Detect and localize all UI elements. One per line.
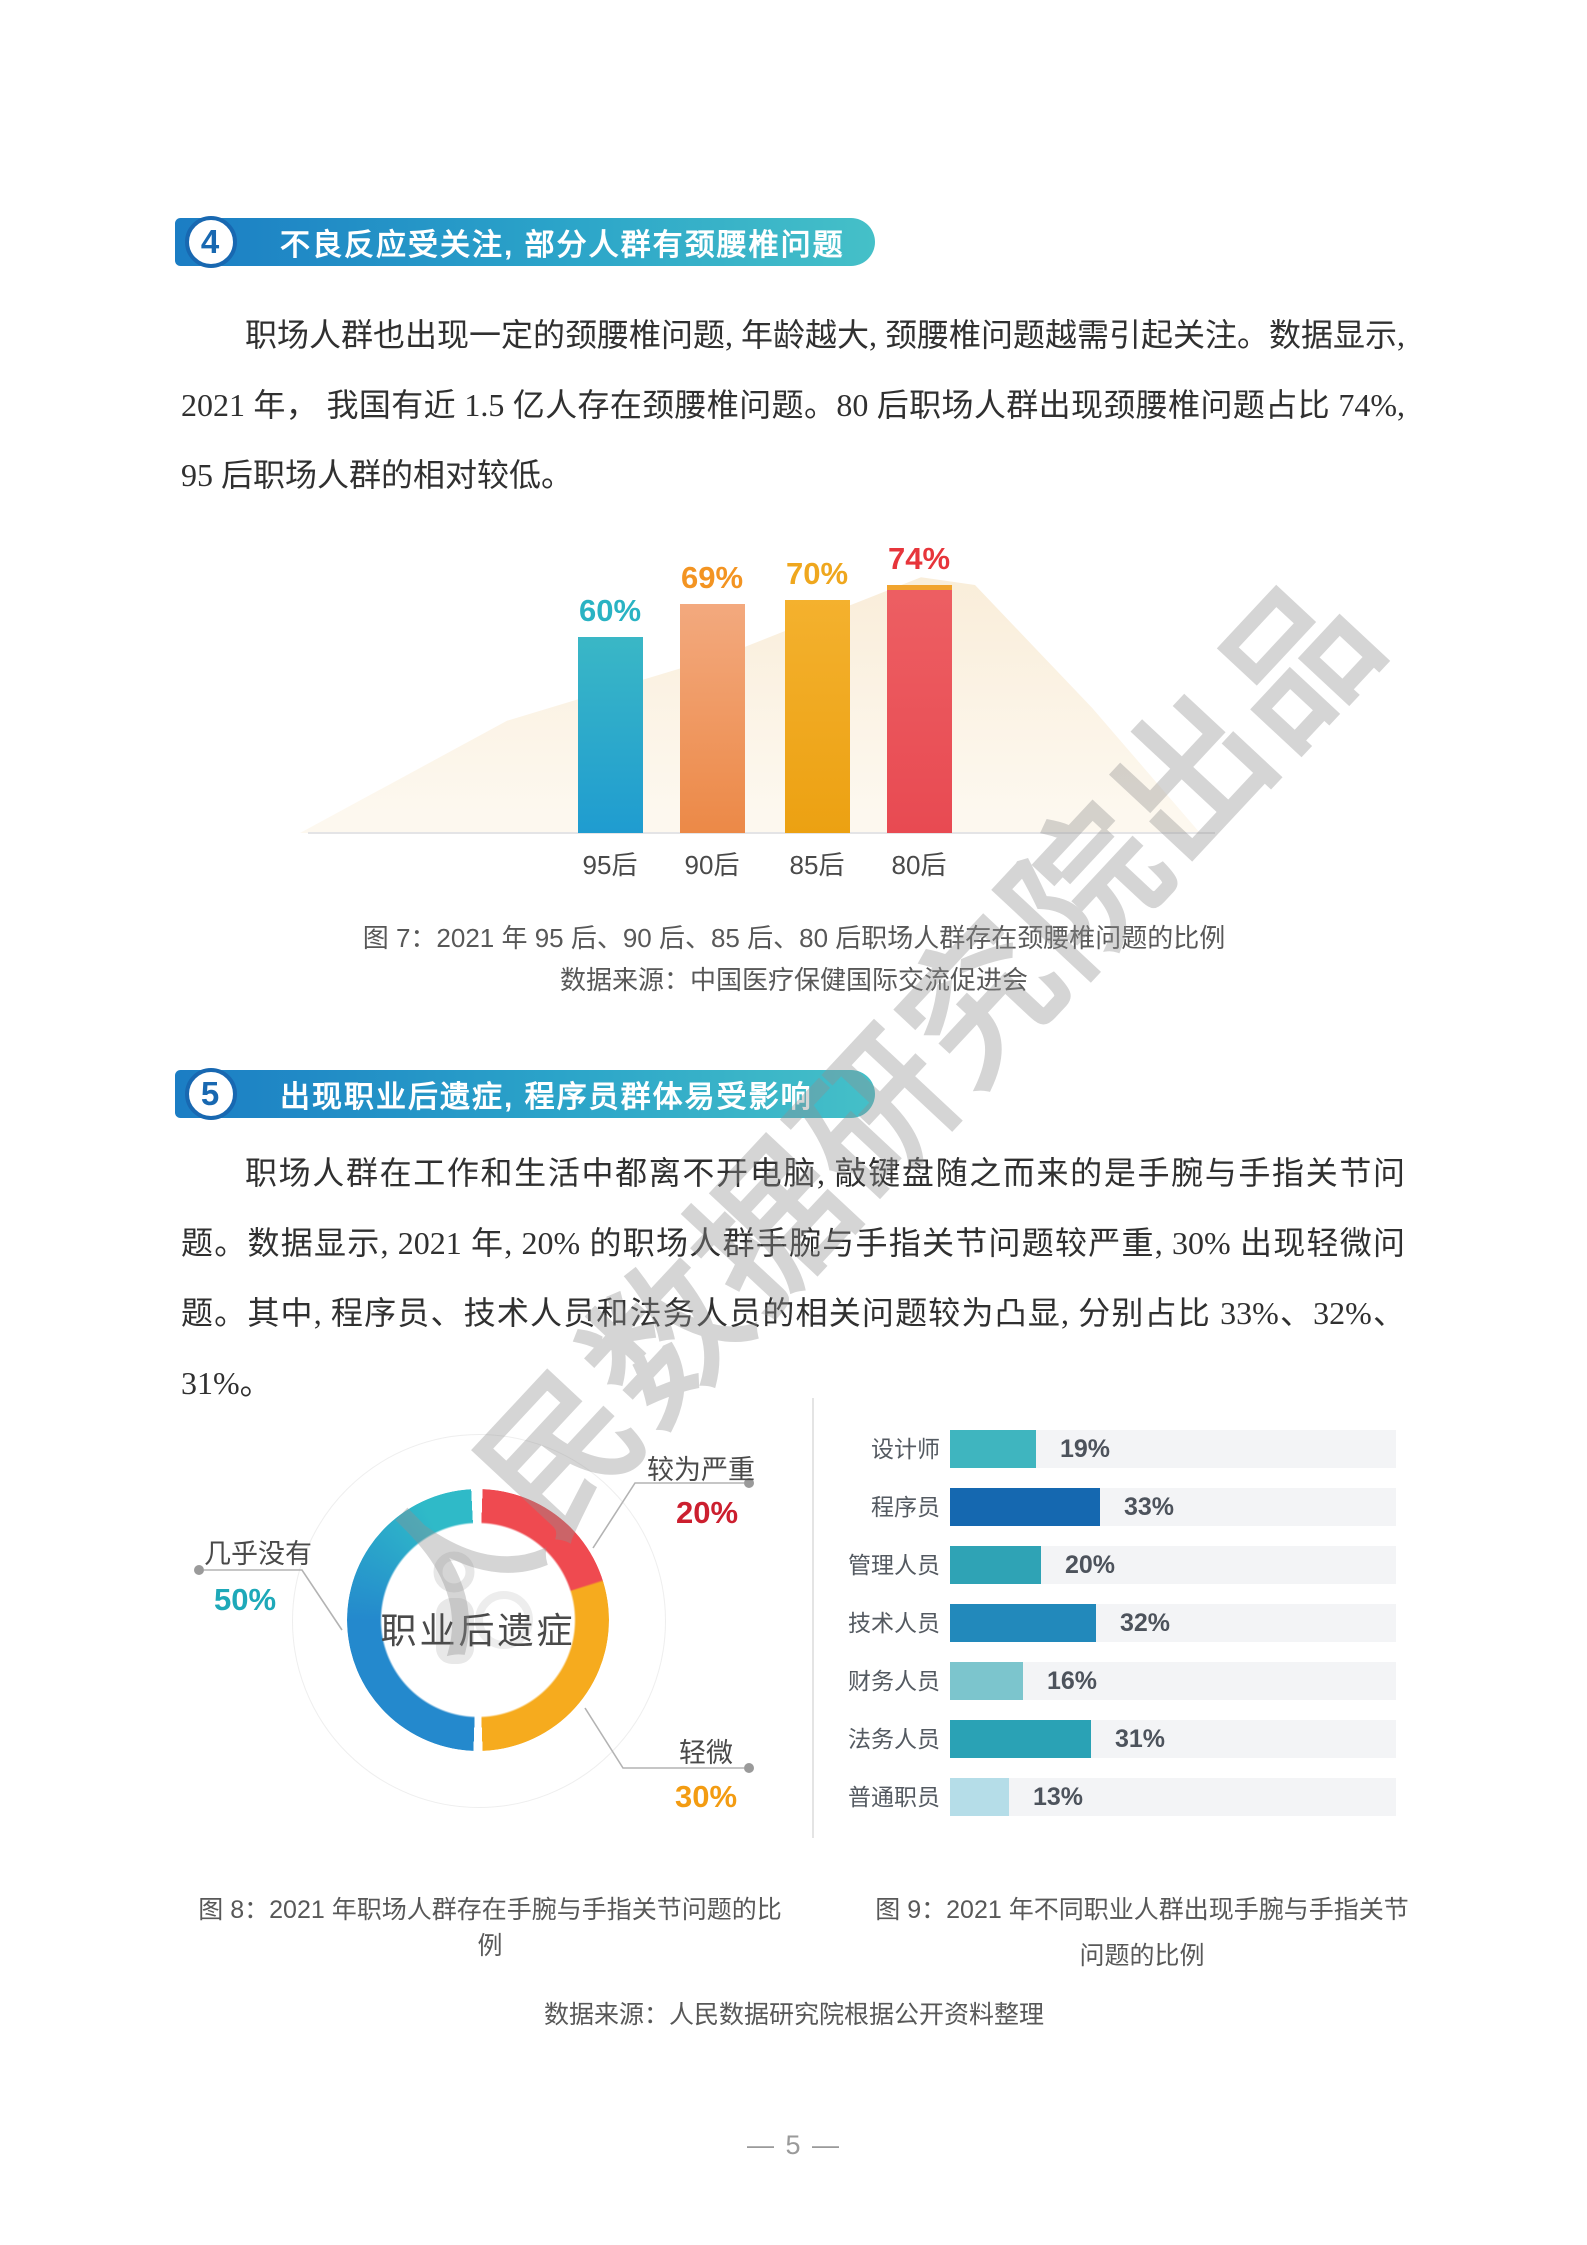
section-5-banner: 5 出现职业后遗症, 程序员群体易受影响 [175,1068,875,1120]
fig8-center-label: 职业后遗症 [380,1610,576,1651]
fig9-category-label: 设计师 [871,1436,940,1462]
fig7-category-label: 80后 [891,850,947,880]
fig9-value-label: 31% [1115,1725,1166,1753]
fig7-source: 数据来源：中国医疗保健国际交流促进会 [559,965,1028,995]
fig7-category-label: 85后 [789,850,845,880]
fig7-bar-cap [887,585,952,590]
fig8-caption: 图 8：2021 年职场人群存在手腕与手指关节问题的比例 [198,1896,782,1960]
fig9-category-label: 程序员 [871,1494,940,1520]
fig8-segment-value-severe: 20% [675,1495,739,1530]
fig7-bar [887,585,952,833]
fig7-bar [578,637,643,833]
fig8-segment-value-slight: 30% [674,1779,738,1814]
fig7-category-label: 90后 [684,850,740,880]
fig9-value-label: 13% [1033,1783,1084,1811]
section-4-paragraph: 职场人群也出现一定的颈腰椎问题, 年龄越大, 颈腰椎问题越需引起关注。数据显示,… [181,317,1406,493]
fig7-axis-line [308,832,1215,834]
fig8-segment-value-none: 50% [213,1582,277,1617]
fig8-donut-ring [347,1489,609,1751]
section-5-title: 出现职业后遗症, 程序员群体易受影响 [280,1081,813,1114]
fig7-bar [680,604,745,833]
fig7-value-label: 69% [680,560,744,595]
fig9-value-label: 19% [1060,1435,1111,1463]
fig9-caption-line1: 图 9：2021 年不同职业人群出现手腕与手指关节 [875,1896,1409,1924]
fig7-background-shape [300,577,1200,833]
fig9-value-label: 20% [1065,1551,1116,1579]
fig9-value-label: 33% [1124,1493,1175,1521]
fig9-category-label: 财务人员 [848,1668,940,1694]
section-4-badge: 4 [185,216,237,268]
fig7-bar [785,600,850,833]
fig9-category-label: 技术人员 [848,1610,940,1636]
figures-source: 数据来源：人民数据研究院根据公开资料整理 [543,2001,1044,2029]
fig9-bar [950,1430,1036,1468]
fig8-segment-label-severe: 较为严重 [647,1455,755,1485]
fig7-value-label: 70% [785,556,849,591]
fig9-bar [950,1720,1091,1758]
fig7-category-label: 95后 [582,850,638,880]
figure-divider-line [812,1398,814,1838]
fig9-bar [950,1488,1100,1526]
fig9-value-label: 16% [1047,1667,1098,1695]
fig7-value-label: 60% [578,593,642,628]
fig7-caption: 图 7：2021 年 95 后、90 后、85 后、80 后职场人群存在颈腰椎问… [362,923,1226,953]
fig9-value-label: 32% [1120,1609,1171,1637]
section-5-paragraph: 职场人群在工作和生活中都离不开电脑, 敲键盘随之而来的是手腕与手指关节问题。数据… [181,1155,1405,1401]
fig9-bar [950,1662,1023,1700]
fig9-bar-track [950,1662,1396,1700]
fig9-bar-track [950,1778,1396,1816]
fig9-category-label: 普通职员 [848,1784,940,1810]
fig9-category-label: 法务人员 [848,1726,940,1752]
fig9-bar [950,1546,1041,1584]
fig8-segment-label-slight: 轻微 [679,1738,733,1768]
fig8-segment-label-none: 几乎没有 [204,1539,312,1569]
section-4-banner: 4 不良反应受关注, 部分人群有颈腰椎问题 [175,216,875,268]
fig9-category-label: 管理人员 [848,1552,940,1578]
fig9-caption-line2: 问题的比例 [1079,1942,1205,1970]
section-4-title: 不良反应受关注, 部分人群有颈腰椎问题 [280,229,845,262]
fig7-value-label: 74% [887,541,951,576]
fig9-bar [950,1778,1009,1816]
section-5-badge: 5 [185,1068,237,1120]
fig9-bar [950,1604,1096,1642]
page-number: — 5 — [746,2130,842,2160]
